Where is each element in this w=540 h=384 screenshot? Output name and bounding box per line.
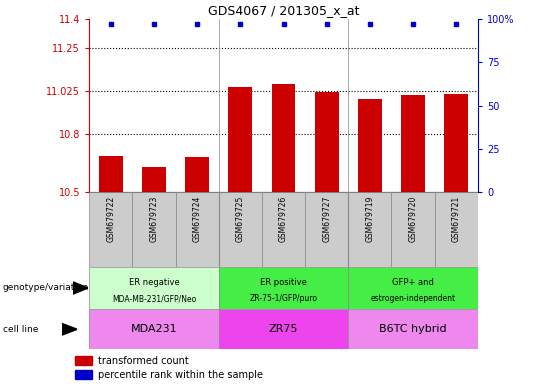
Bar (444, 94, 468, 192)
Bar (132, 192, 176, 267)
Text: estrogen-independent: estrogen-independent (370, 294, 456, 303)
Bar (176, 192, 219, 267)
Bar (358, 99, 382, 192)
Bar (401, 95, 425, 192)
Title: GDS4067 / 201305_x_at: GDS4067 / 201305_x_at (208, 3, 359, 17)
Bar (89, 192, 132, 267)
Text: GSM679723: GSM679723 (150, 196, 158, 242)
Bar (348, 192, 392, 267)
Text: percentile rank within the sample: percentile rank within the sample (98, 369, 264, 380)
Text: cell line: cell line (3, 325, 38, 334)
Text: genotype/variation: genotype/variation (3, 283, 89, 293)
Text: GSM679721: GSM679721 (452, 196, 461, 242)
Bar (272, 84, 295, 192)
Text: GSM679727: GSM679727 (322, 196, 331, 242)
Polygon shape (73, 282, 88, 294)
Text: MDA231: MDA231 (131, 324, 177, 334)
Bar (75, 370, 92, 379)
Bar (75, 356, 92, 366)
Bar (228, 88, 252, 192)
Bar (142, 167, 166, 192)
Text: ZR-75-1/GFP/puro: ZR-75-1/GFP/puro (249, 294, 318, 303)
Text: GSM679722: GSM679722 (106, 196, 115, 242)
Text: GSM679720: GSM679720 (409, 196, 417, 242)
Text: GSM679724: GSM679724 (193, 196, 201, 242)
Text: GSM679726: GSM679726 (279, 196, 288, 242)
Bar (392, 192, 435, 267)
Bar (305, 192, 348, 267)
Bar (435, 192, 478, 267)
Bar (315, 92, 339, 192)
Bar (99, 156, 123, 192)
Text: B6TC hybrid: B6TC hybrid (379, 324, 447, 334)
Text: MDA-MB-231/GFP/Neo: MDA-MB-231/GFP/Neo (112, 294, 196, 303)
Bar (219, 267, 348, 309)
Bar (89, 309, 219, 349)
Text: ZR75: ZR75 (269, 324, 298, 334)
Bar (348, 309, 478, 349)
Text: ER negative: ER negative (129, 278, 179, 288)
Polygon shape (62, 323, 77, 335)
Text: transformed count: transformed count (98, 356, 189, 366)
Text: ER positive: ER positive (260, 278, 307, 288)
Text: GSM679719: GSM679719 (366, 196, 374, 242)
Bar (185, 157, 209, 192)
Bar (219, 309, 348, 349)
Text: GSM679725: GSM679725 (236, 196, 245, 242)
Bar (89, 267, 219, 309)
Bar (262, 192, 305, 267)
Bar (219, 192, 262, 267)
Text: GFP+ and: GFP+ and (392, 278, 434, 288)
Bar (348, 267, 478, 309)
